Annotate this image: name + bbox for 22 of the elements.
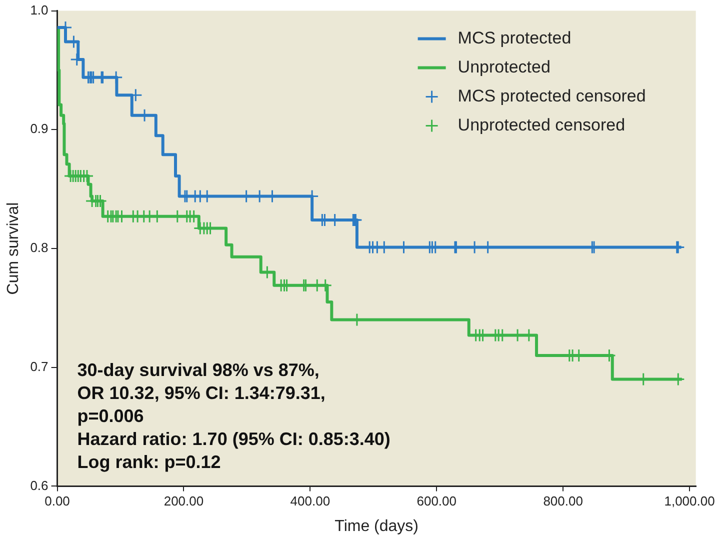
x-tick-label: 0.00 (44, 494, 70, 509)
y-tick-label: 1.0 (30, 2, 48, 18)
annotation: OR 10.32, 95% CI: 1.34:79.31, (77, 383, 326, 404)
annotation: 30-day survival 98% vs 87%, (77, 360, 320, 380)
annotation: p=0.006 (77, 406, 144, 426)
y-tick-label: 0.8 (30, 240, 48, 256)
y-tick-label: 0.6 (30, 478, 48, 493)
x-tick-label: 800.00 (543, 494, 583, 509)
x-tick-label: 600.00 (416, 494, 457, 509)
x-tick-label: 200.00 (164, 494, 204, 509)
x-tick-label: 1,000.00 (664, 494, 715, 509)
legend-label: MCS protected censored (458, 86, 646, 106)
x-axis-title: Time (days) (334, 518, 418, 535)
x-tick-label: 400.00 (290, 494, 330, 509)
legend-label: Unprotected censored (458, 115, 626, 134)
annotation: Log rank: p=0.12 (77, 452, 221, 472)
y-tick-label: 0.7 (30, 358, 48, 374)
y-axis-title: Cum survival (5, 202, 22, 295)
y-tick-label: 0.9 (30, 121, 48, 136)
legend-label: Unprotected (458, 57, 550, 76)
legend-label: MCS protected (458, 28, 572, 48)
annotation: Hazard ratio: 1.70 (95% CI: 0.85:3.40) (77, 429, 390, 450)
